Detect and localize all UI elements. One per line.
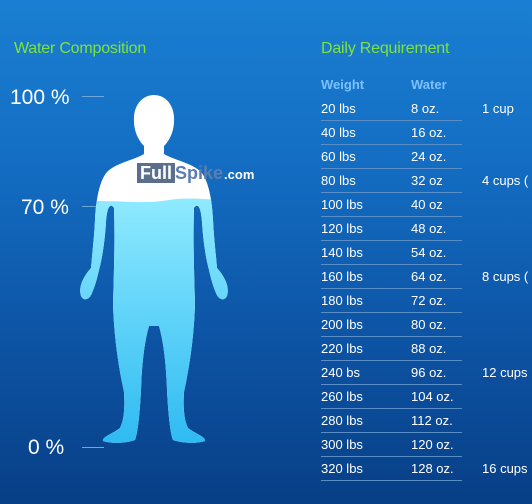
water-composition-title: Water Composition <box>14 40 147 57</box>
weight-cell: 60 lbs <box>321 149 356 164</box>
table-row: 140 lbs 54 oz. <box>321 241 462 265</box>
water-cell: 64 oz. <box>411 269 447 284</box>
water-cell: 40 oz <box>411 197 443 212</box>
daily-requirement-title: Daily Requirement <box>321 40 450 57</box>
water-cell: 128 oz. <box>411 461 454 476</box>
percent-label-100: 100 % <box>10 86 70 109</box>
percent-tick-70 <box>82 206 104 207</box>
weight-cell: 20 lbs <box>321 101 356 116</box>
water-cell: 8 oz. <box>411 101 440 116</box>
table-row: 200 lbs 80 oz. <box>321 313 462 337</box>
cups-note: 1 cup <box>482 101 514 116</box>
table-header: Weight Water <box>321 76 462 97</box>
table-row: 120 lbs 48 oz. <box>321 217 462 241</box>
water-cell: 104 oz. <box>411 389 454 404</box>
weight-cell: 100 lbs <box>321 197 363 212</box>
water-cell: 48 oz. <box>411 221 447 236</box>
table-row: 220 lbs 88 oz. <box>321 337 462 361</box>
table-row: 80 lbs 32 oz 4 cups ( <box>321 169 528 193</box>
percent-label-70: 70 % <box>21 196 69 219</box>
weight-cell: 80 lbs <box>321 173 356 188</box>
weight-cell: 140 lbs <box>321 245 363 260</box>
water-cell: 120 oz. <box>411 437 454 452</box>
weight-cell: 280 lbs <box>321 413 363 428</box>
table-row: 180 lbs 72 oz. <box>321 289 462 313</box>
water-column-header: Water <box>411 77 447 92</box>
water-cell: 32 oz <box>411 173 443 188</box>
weight-column-header: Weight <box>321 77 365 92</box>
fullspike-logo: Full Spike.com <box>137 163 254 184</box>
water-cell: 112 oz. <box>411 413 453 428</box>
weight-cell: 160 lbs <box>321 269 363 284</box>
percent-label-0: 0 % <box>28 436 65 459</box>
table-row: 40 lbs 16 oz. <box>321 121 462 145</box>
water-cell: 54 oz. <box>411 245 447 260</box>
cups-note: 4 cups ( <box>482 173 529 188</box>
weight-cell: 120 lbs <box>321 221 363 236</box>
weight-cell: 180 lbs <box>321 293 363 308</box>
water-cell: 80 oz. <box>411 317 447 332</box>
water-cell: 24 oz. <box>411 149 447 164</box>
weight-cell: 200 lbs <box>321 317 363 332</box>
table-row: 320 lbs 128 oz. 16 cups <box>321 457 528 481</box>
percent-tick-100 <box>82 96 104 97</box>
weight-cell: 300 lbs <box>321 437 363 452</box>
weight-cell: 320 lbs <box>321 461 363 476</box>
table-row: 160 lbs 64 oz. 8 cups ( <box>321 265 528 289</box>
water-cell: 88 oz. <box>411 341 447 356</box>
table-row: 240 bs 96 oz. 12 cups <box>321 361 528 385</box>
weight-cell: 220 lbs <box>321 341 363 356</box>
weight-cell: 240 bs <box>321 365 361 380</box>
percent-tick-0 <box>82 447 104 448</box>
table-row: 280 lbs 112 oz. <box>321 409 462 433</box>
weight-cell: 260 lbs <box>321 389 363 404</box>
weight-cell: 40 lbs <box>321 125 356 140</box>
water-cell: 16 oz. <box>411 125 447 140</box>
water-cell: 72 oz. <box>411 293 447 308</box>
water-cell: 96 oz. <box>411 365 447 380</box>
human-body-water-figure <box>80 95 228 443</box>
cups-note: 8 cups ( <box>482 269 529 284</box>
cups-note: 12 cups <box>482 365 528 380</box>
table-row: 260 lbs 104 oz. <box>321 385 462 409</box>
table-row: 100 lbs 40 oz <box>321 193 462 217</box>
table-row: 300 lbs 120 oz. <box>321 433 462 457</box>
daily-requirement-table: Weight Water 20 lbs 8 oz. 1 cup 40 lbs 16 oz… <box>321 76 528 481</box>
cups-note: 16 cups <box>482 461 528 476</box>
body-water-portion <box>80 198 228 443</box>
table-row: 60 lbs 24 oz. <box>321 145 462 169</box>
table-row: 20 lbs 8 oz. 1 cup <box>321 97 514 121</box>
